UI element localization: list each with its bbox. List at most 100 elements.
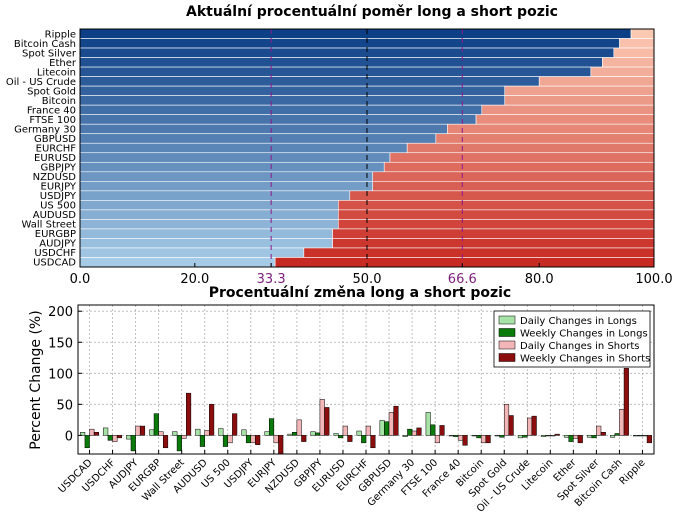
- legend-entry: Daily Changes in Shorts: [520, 341, 640, 352]
- change-bar: [296, 419, 302, 436]
- change-bar: [573, 435, 579, 439]
- change-bar: [609, 435, 616, 438]
- change-bar: [619, 409, 625, 436]
- change-bar: [531, 415, 537, 436]
- change-bar: [485, 435, 491, 444]
- change-bar: [112, 435, 118, 442]
- short-bar: [337, 209, 655, 220]
- long-bar: [79, 28, 632, 39]
- long-bar: [79, 47, 615, 58]
- change-bar: [292, 432, 298, 436]
- short-bar: [274, 257, 655, 268]
- change-bar: [517, 435, 523, 439]
- short-bar: [475, 114, 655, 125]
- change-bar: [93, 432, 99, 436]
- change-bar: [577, 435, 583, 444]
- category-label: GBPUSD: [34, 134, 76, 145]
- long-bar: [79, 66, 592, 77]
- short-bar: [619, 38, 655, 49]
- long-bar: [79, 171, 374, 182]
- change-bar: [218, 428, 224, 436]
- change-bar: [264, 431, 270, 436]
- short-bar: [504, 95, 655, 106]
- change-bar: [407, 428, 413, 436]
- change-bar: [232, 413, 238, 436]
- long-bar: [79, 238, 333, 249]
- category-label: Ether: [49, 58, 77, 69]
- category-label: EURCHF: [36, 144, 77, 155]
- change-bar: [637, 435, 643, 437]
- change-bar: [172, 431, 178, 436]
- long-bar: [79, 123, 448, 135]
- x-tick-label: 20.0: [180, 272, 209, 287]
- short-bar: [303, 247, 655, 258]
- change-bar: [153, 413, 159, 436]
- short-bar: [332, 228, 655, 239]
- short-bar: [372, 181, 655, 192]
- long-bar: [79, 57, 603, 68]
- category-label: USDCHF: [34, 248, 76, 259]
- change-bar: [384, 421, 390, 436]
- long-bar: [79, 133, 437, 144]
- long-bar: [79, 200, 339, 211]
- category-label: EURGBP: [35, 229, 76, 240]
- change-bar: [471, 435, 477, 437]
- short-bar: [481, 104, 655, 115]
- y-tick-label: 150: [48, 336, 73, 351]
- y-tick-label: 100: [48, 367, 73, 382]
- change-bar: [508, 415, 514, 436]
- bottom-chart-title: Procentuální změna long a short pozic: [209, 285, 511, 301]
- short-bar: [435, 133, 655, 144]
- top-chart-bars: [79, 28, 655, 268]
- category-label: AUDUSD: [33, 210, 77, 221]
- change-bar: [255, 435, 261, 445]
- category-label: Bitcoin: [42, 96, 76, 107]
- category-label: Germany 30: [14, 124, 76, 135]
- change-bar: [139, 425, 146, 436]
- change-bar: [499, 435, 505, 438]
- change-bar: [563, 435, 570, 438]
- category-label: France 40: [27, 105, 76, 116]
- change-bar: [310, 431, 316, 436]
- category-label: USDCAD: [33, 258, 76, 269]
- change-bar: [84, 435, 90, 449]
- category-label: FTSE 100: [29, 115, 76, 126]
- change-bar: [278, 435, 284, 455]
- change-bar: [301, 435, 307, 442]
- long-bar: [79, 219, 339, 230]
- change-bar: [333, 433, 339, 436]
- legend-swatch: [498, 315, 516, 325]
- change-bar: [338, 435, 344, 439]
- change-bar: [411, 430, 417, 436]
- long-bar: [79, 85, 506, 96]
- x-tick-label: 50.0: [353, 272, 382, 287]
- change-bar: [457, 435, 464, 441]
- long-bar: [79, 104, 483, 115]
- bottom-chart-y-axis-label: Percent Change (%): [28, 310, 44, 449]
- change-bar: [319, 399, 325, 436]
- short-bar: [337, 200, 655, 211]
- long-bar: [79, 190, 351, 201]
- change-bar: [586, 435, 593, 438]
- change-bar: [430, 424, 436, 436]
- change-bar: [209, 404, 215, 436]
- change-bar: [80, 432, 86, 436]
- long-bar: [79, 114, 477, 125]
- change-bar: [162, 435, 169, 449]
- change-bar: [250, 435, 256, 444]
- long-bar: [79, 257, 276, 268]
- category-label: US 500: [40, 201, 76, 212]
- short-bar: [389, 152, 655, 163]
- legend-entry: Weekly Changes in Shorts: [520, 354, 650, 365]
- change-bar: [287, 433, 293, 436]
- change-bar: [434, 435, 440, 444]
- change-bar: [126, 435, 132, 440]
- category-label: Ripple: [45, 29, 76, 40]
- y-tick-label: 0: [65, 429, 73, 444]
- change-bar: [370, 435, 376, 449]
- legend-swatch: [498, 353, 516, 362]
- bottom-chart-legend: Daily Changes in Longs Weekly Changes in …: [493, 310, 651, 368]
- short-bar: [538, 76, 655, 87]
- x-tick-label: 80.0: [525, 272, 554, 287]
